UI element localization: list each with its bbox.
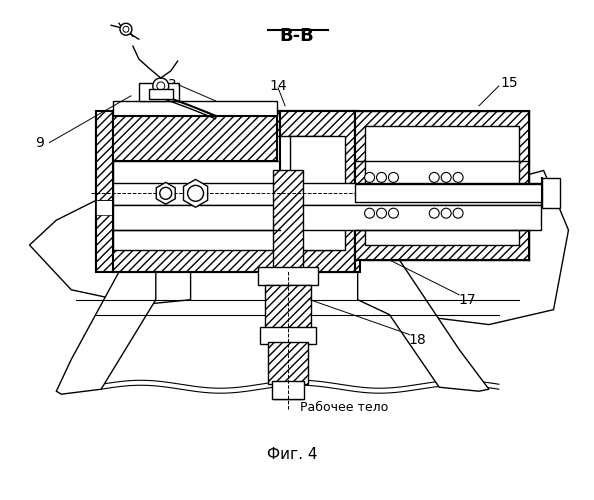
Bar	[260, 326, 316, 344]
Polygon shape	[358, 210, 489, 391]
Bar	[113, 136, 332, 250]
Circle shape	[157, 82, 165, 90]
Circle shape	[429, 172, 439, 182]
Circle shape	[365, 208, 375, 218]
Text: 9: 9	[35, 136, 44, 149]
Bar	[265, 285, 311, 330]
Text: 17: 17	[458, 292, 476, 306]
Text: Рабочее тело: Рабочее тело	[300, 400, 388, 413]
Bar	[96, 215, 355, 270]
Bar	[149, 89, 173, 99]
Circle shape	[441, 172, 451, 182]
Circle shape	[377, 208, 387, 218]
Bar	[290, 136, 345, 250]
Circle shape	[441, 208, 451, 218]
Circle shape	[388, 208, 399, 218]
Bar	[113, 184, 541, 205]
Circle shape	[388, 172, 399, 182]
Bar	[139, 83, 179, 101]
Bar	[268, 342, 308, 384]
Polygon shape	[56, 205, 156, 394]
Bar	[355, 184, 558, 202]
Circle shape	[453, 172, 463, 182]
Circle shape	[153, 78, 169, 94]
Circle shape	[429, 208, 439, 218]
Circle shape	[123, 26, 129, 32]
Polygon shape	[184, 180, 208, 207]
Bar	[273, 170, 303, 399]
Bar	[96, 200, 355, 215]
Text: 14: 14	[269, 79, 287, 93]
Bar	[113, 205, 541, 230]
Bar	[355, 111, 529, 260]
Text: 13: 13	[160, 78, 178, 92]
Bar	[113, 116, 277, 160]
Bar	[96, 116, 355, 200]
Bar	[258, 267, 318, 285]
Bar	[272, 382, 304, 399]
Bar	[542, 178, 560, 208]
Circle shape	[453, 208, 463, 218]
Circle shape	[365, 172, 375, 182]
Polygon shape	[156, 182, 175, 204]
Polygon shape	[355, 170, 568, 324]
Text: 18: 18	[409, 332, 426, 346]
Circle shape	[160, 188, 172, 200]
Circle shape	[188, 186, 204, 202]
Bar	[365, 126, 519, 245]
Circle shape	[377, 172, 387, 182]
Circle shape	[120, 24, 132, 35]
Bar	[96, 111, 359, 272]
Text: 15: 15	[500, 76, 517, 90]
Bar	[280, 111, 355, 272]
Bar	[113, 101, 277, 116]
Text: В-В: В-В	[280, 27, 314, 45]
Polygon shape	[30, 200, 191, 304]
Text: Фиг. 4: Фиг. 4	[267, 447, 317, 462]
